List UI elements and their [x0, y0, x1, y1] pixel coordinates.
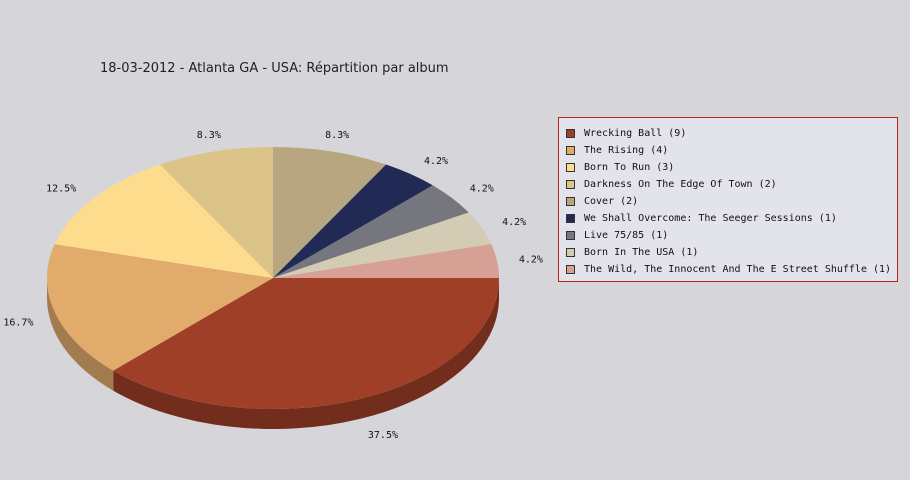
legend-item: Born In The USA (1): [566, 244, 897, 261]
legend-label: The Rising (4): [584, 145, 669, 156]
legend-swatch: [566, 248, 575, 257]
pie-slice-darkness-on-the-edge-of-town: [160, 147, 273, 278]
pie-slice-live-75-85: [273, 185, 469, 278]
legend-label: The Wild, The Innocent And The E Street …: [584, 264, 892, 275]
pie-slice-born-in-the-usa: [273, 212, 492, 278]
legend-swatch: [566, 265, 575, 274]
legend: Wrecking Ball (9) The Rising (4) Born To R…: [558, 117, 898, 282]
legend-label: Live 75/85 (1): [584, 230, 669, 241]
pie-percent-label: 4.2%: [502, 217, 526, 228]
pie-side-the-rising: [47, 278, 114, 391]
pie-slice-cover: [273, 147, 386, 278]
legend-item: The Rising (4): [566, 142, 897, 159]
legend-label: Born To Run (3): [584, 162, 675, 173]
legend-item: Cover (2): [566, 193, 897, 210]
pie-slice-we-shall-overcome-the-seeger-sessions: [273, 164, 433, 278]
legend-label: We Shall Overcome: The Seeger Sessions (…: [584, 213, 837, 224]
legend-item: We Shall Overcome: The Seeger Sessions (…: [566, 210, 897, 227]
pie-percent-label: 37.5%: [368, 430, 398, 441]
legend-swatch: [566, 231, 575, 240]
legend-label: Wrecking Ball (9): [584, 128, 687, 139]
legend-item: Born To Run (3): [566, 159, 897, 176]
pie-slice-born-to-run: [54, 164, 274, 278]
legend-label: Born In The USA (1): [584, 247, 699, 258]
legend-swatch: [566, 180, 575, 189]
legend-item: Wrecking Ball (9): [566, 125, 897, 142]
pie-percent-label: 4.2%: [470, 183, 494, 194]
legend-swatch: [566, 146, 575, 155]
legend-label: Cover (2): [584, 196, 639, 207]
legend-label: Darkness On The Edge Of Town (2): [584, 179, 777, 190]
legend-item: The Wild, The Innocent And The E Street …: [566, 261, 897, 278]
pie-percent-label: 16.7%: [3, 318, 33, 329]
pie-percent-label: 4.2%: [519, 255, 543, 266]
pie-slice-the-rising: [47, 244, 273, 371]
legend-item: Darkness On The Edge Of Town (2): [566, 176, 897, 193]
pie-percent-label: 8.3%: [325, 130, 349, 141]
pie-percent-label: 8.3%: [197, 130, 221, 141]
pie-top-face: [47, 147, 499, 410]
pie-percent-labels: 37.5% 16.7% 12.5% 8.3% 8.3% 4.2% 4.2% 4.2% 4.2%: [3, 130, 543, 441]
pie-slice-wrecking-ball: [113, 278, 499, 410]
legend-swatch: [566, 214, 575, 223]
pie-3d-sides: [47, 278, 499, 430]
legend-swatch: [566, 163, 575, 172]
legend-item: Live 75/85 (1): [566, 227, 897, 244]
chart-title: 18-03-2012 - Atlanta GA - USA: Répartiti…: [100, 61, 449, 76]
legend-swatch: [566, 129, 575, 138]
pie-percent-label: 4.2%: [424, 156, 448, 167]
pie-percent-label: 12.5%: [46, 183, 76, 194]
legend-swatch: [566, 197, 575, 206]
pie-slice-the-wild-the-innocent-and-the-e-street-shuffle: [273, 244, 499, 278]
pie-side-wrecking-ball: [113, 278, 499, 430]
